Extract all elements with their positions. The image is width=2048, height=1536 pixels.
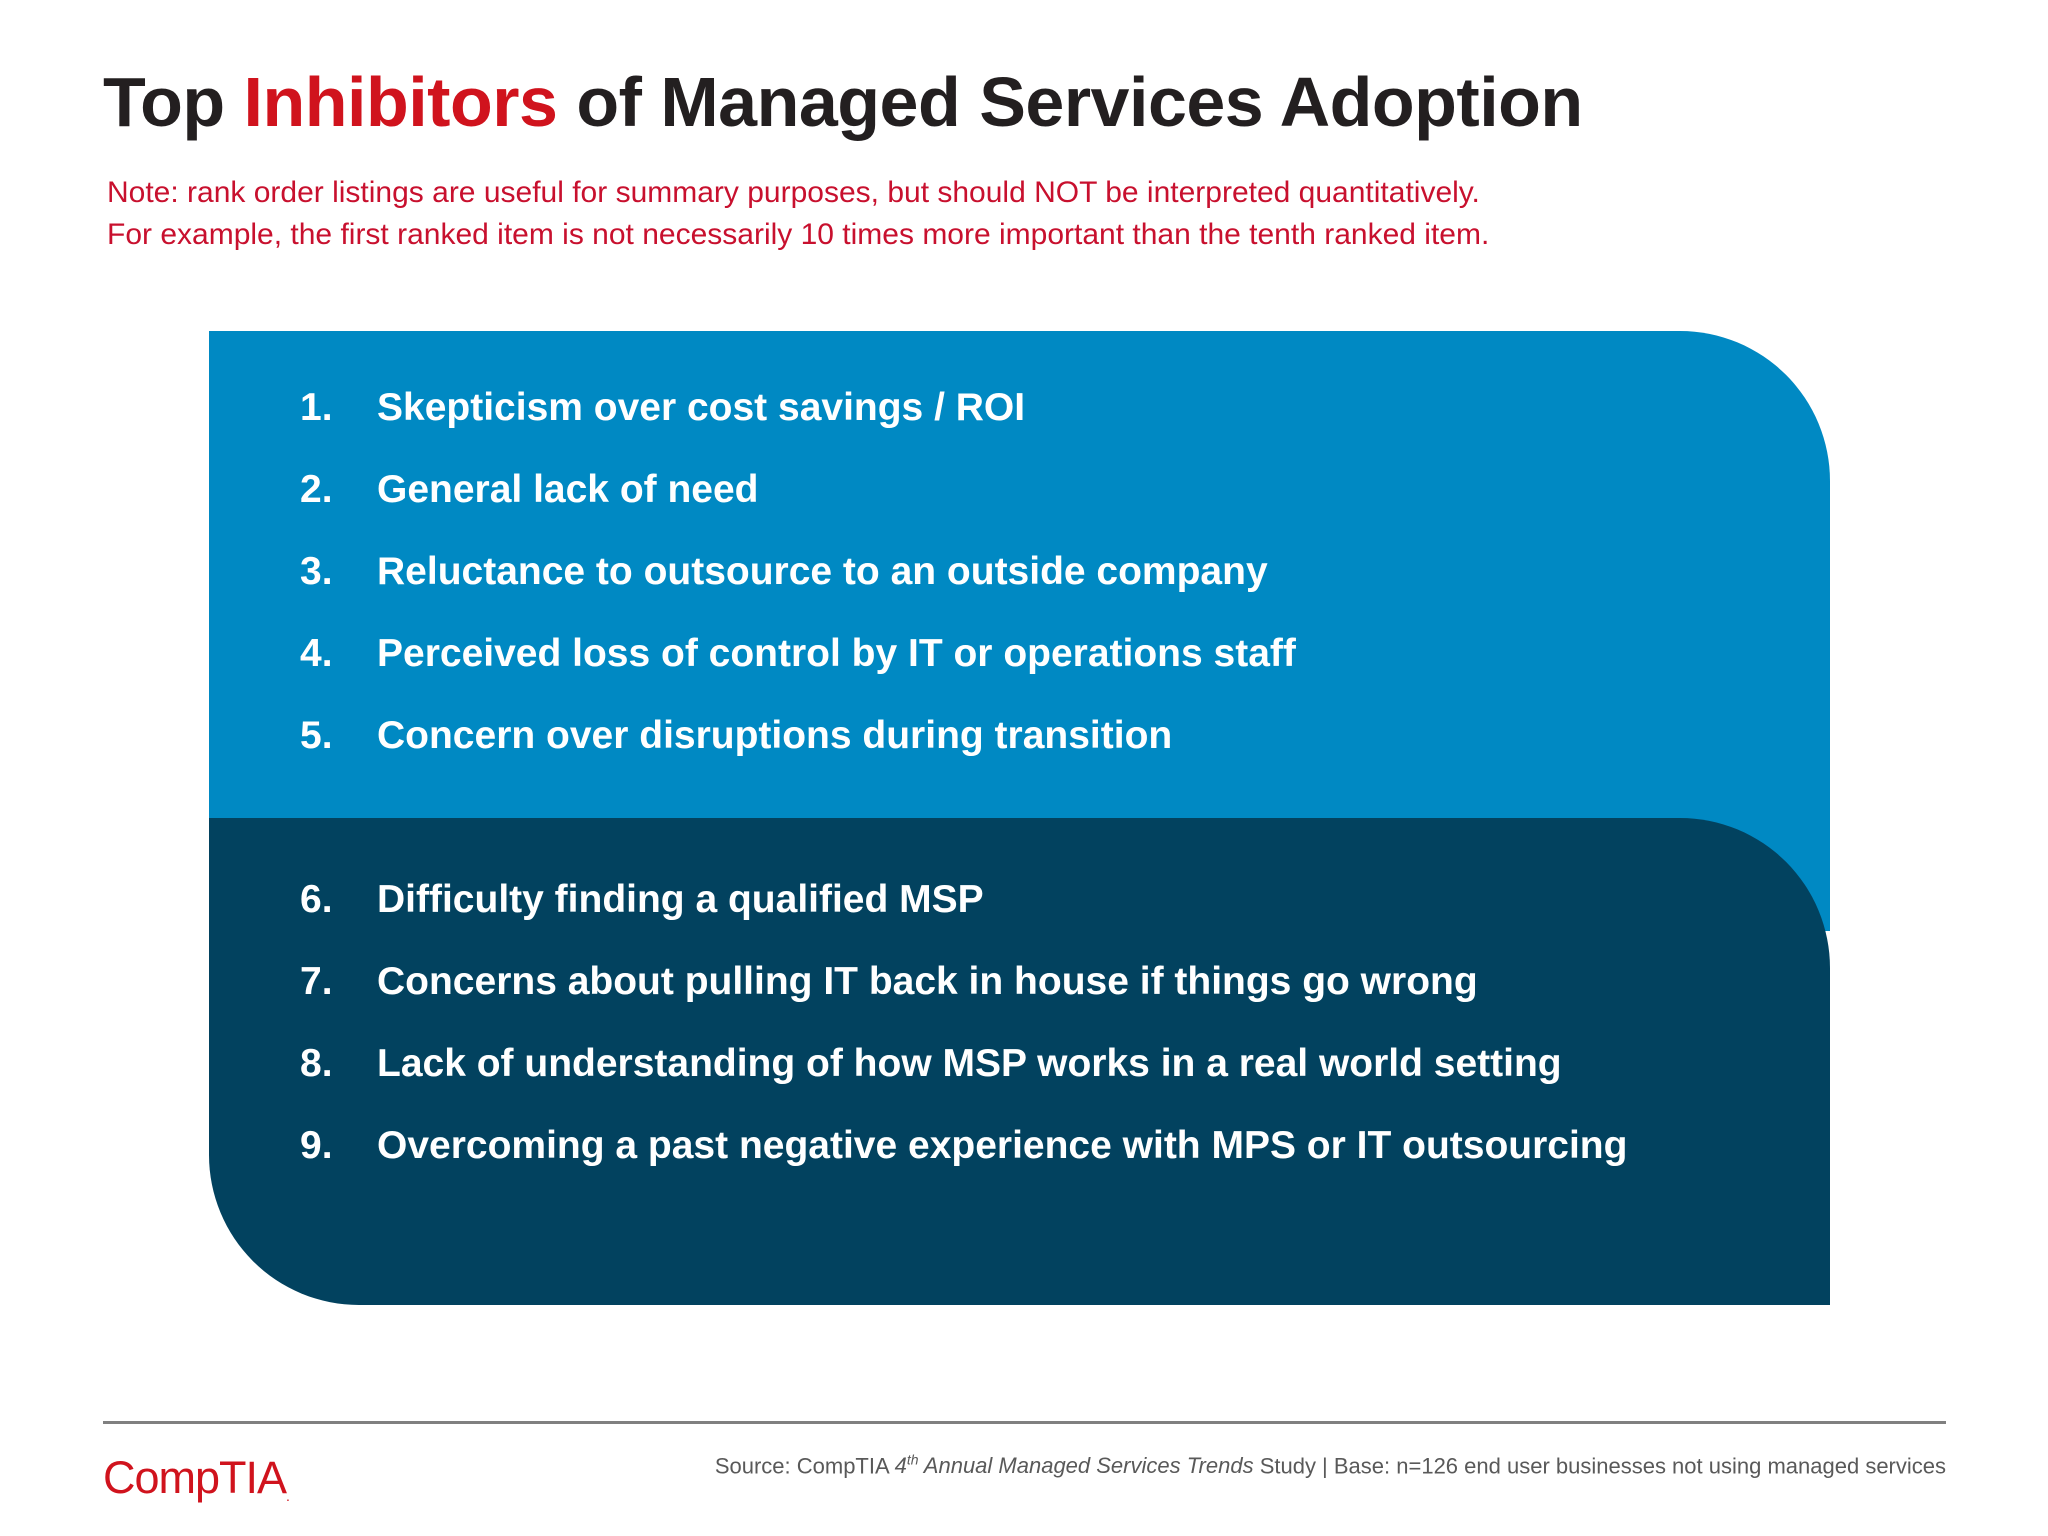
comptia-logo: CompTIA.	[103, 1452, 290, 1504]
item-text: Reluctance to outsource to an outside co…	[377, 550, 1268, 593]
list-item: 4. Perceived loss of control by IT or ope…	[300, 624, 1296, 684]
item-text: Lack of understanding of how MSP works i…	[377, 1042, 1562, 1085]
page-title: Top Inhibitors of Managed Services Adopt…	[103, 62, 1583, 142]
list-item: 5. Concern over disruptions during transi…	[300, 706, 1172, 766]
source-ordinal: 4	[894, 1453, 907, 1479]
logo-mark: .	[286, 1488, 290, 1504]
source-suffix: Study | Base: n=126 end user businesses …	[1253, 1453, 1946, 1479]
item-text: Concerns about pulling IT back in house …	[377, 960, 1478, 1003]
item-rank: 5.	[300, 714, 333, 757]
list-item: 1. Skepticism over cost savings / ROI	[300, 378, 1025, 438]
list-item: 9. Overcoming a past negative experience …	[300, 1116, 1627, 1176]
item-rank: 6.	[300, 878, 333, 921]
item-rank: 3.	[300, 550, 333, 593]
title-suffix: of Managed Services Adoption	[557, 63, 1583, 141]
item-rank: 8.	[300, 1042, 333, 1085]
title-highlight: Inhibitors	[243, 63, 558, 141]
bottom-tier-panel	[209, 818, 1830, 1305]
note-line-1: Note: rank order listings are useful for…	[107, 176, 1480, 209]
list-item: 6. Difficulty finding a qualified MSP	[300, 870, 984, 930]
source-study-name: Annual Managed Services Trends	[918, 1453, 1254, 1479]
item-rank: 9.	[300, 1124, 333, 1167]
item-text: Concern over disruptions during transiti…	[377, 714, 1173, 757]
list-item: 3. Reluctance to outsource to an outside …	[300, 542, 1268, 602]
item-text: Overcoming a past negative experience wi…	[377, 1124, 1628, 1167]
item-rank: 4.	[300, 632, 333, 675]
source-ordinal-suffix: th	[906, 1452, 919, 1468]
item-rank: 1.	[300, 386, 333, 429]
list-item: 2. General lack of need	[300, 460, 759, 520]
note-line-2: For example, the first ranked item is no…	[107, 218, 1490, 251]
item-text: Skepticism over cost savings / ROI	[377, 386, 1026, 429]
item-rank: 7.	[300, 960, 333, 1003]
source-citation: Source: CompTIA 4th Annual Managed Servi…	[715, 1452, 1946, 1479]
item-text: Difficulty finding a qualified MSP	[377, 878, 984, 921]
logo-wordmark: CompTIA	[103, 1452, 287, 1503]
ranked-list-panel: 1. Skepticism over cost savings / ROI 2. G…	[209, 331, 1830, 1305]
footer-divider	[103, 1421, 1946, 1424]
disclaimer-note: Note: rank order listings are useful for…	[107, 172, 1489, 256]
source-prefix: Source: CompTIA	[714, 1453, 895, 1479]
list-item: 8. Lack of understanding of how MSP works…	[300, 1034, 1562, 1094]
item-text: General lack of need	[377, 468, 759, 511]
item-text: Perceived loss of control by IT or opera…	[377, 632, 1296, 675]
item-rank: 2.	[300, 468, 333, 511]
title-prefix: Top	[103, 63, 244, 141]
list-item: 7. Concerns about pulling IT back in hous…	[300, 952, 1478, 1012]
